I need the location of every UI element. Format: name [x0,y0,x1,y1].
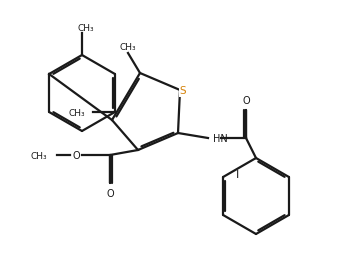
Text: S: S [180,86,186,96]
Text: CH₃: CH₃ [31,151,47,161]
Text: CH₃: CH₃ [120,43,136,51]
Text: O: O [106,189,114,199]
Text: S: S [180,86,186,96]
Text: O: O [242,96,250,106]
Text: CH₃: CH₃ [78,24,94,32]
Text: CH₃: CH₃ [68,109,85,117]
Text: O: O [72,151,80,161]
Text: I: I [236,170,239,180]
Text: HN: HN [213,134,228,144]
